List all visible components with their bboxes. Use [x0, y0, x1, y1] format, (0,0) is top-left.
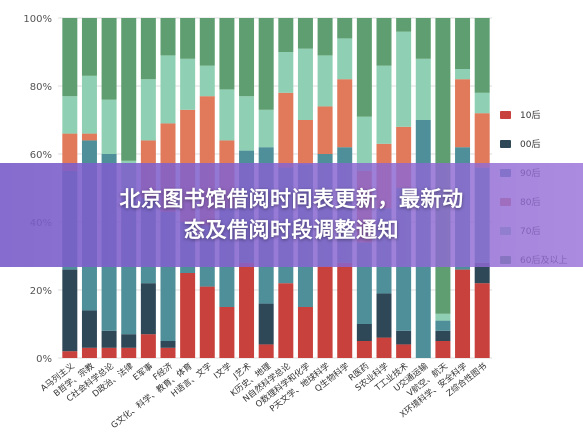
bar-segment [62, 96, 78, 134]
bar-segment [101, 18, 117, 100]
bar-segment [258, 109, 274, 148]
bar-segment [435, 313, 451, 321]
y-tick-label: 0% [36, 354, 52, 365]
bar-segment [101, 330, 117, 348]
banner-title-line-1: 北京图书馆借阅时间表更新，最新动 [119, 187, 464, 211]
bar-segment [219, 89, 235, 141]
bar-segment [396, 330, 412, 345]
bar-segment [81, 18, 97, 76]
bar-segment [278, 52, 294, 93]
y-tick-label: 20% [30, 286, 52, 297]
bar-segment [356, 18, 372, 117]
bar-segment [121, 347, 137, 358]
bar-segment [435, 341, 451, 358]
bar-segment [455, 79, 471, 148]
bar-segment [160, 55, 176, 124]
bar-segment [62, 133, 78, 171]
y-tick-label: 100% [23, 14, 52, 25]
bar-segment [356, 116, 372, 171]
bar-segment [239, 18, 255, 97]
x-tick-label: I文学 [212, 360, 235, 381]
bar-segment [101, 99, 117, 154]
bar-segment [278, 92, 294, 168]
bar-segment [140, 18, 156, 80]
bar-segment [199, 18, 215, 66]
bar-segment [101, 347, 117, 358]
bar-segment [376, 18, 392, 66]
bar-segment [455, 269, 471, 358]
bar-segment [297, 307, 313, 358]
bar-segment [278, 18, 294, 52]
bar-segment [455, 69, 471, 80]
bar-segment [180, 273, 196, 358]
bar-segment [317, 266, 333, 358]
bar-segment [317, 55, 333, 107]
bar-segment [199, 286, 215, 358]
bar-segment [415, 58, 431, 120]
bar-segment [474, 283, 490, 358]
bar-segment [337, 38, 353, 80]
bar-segment [356, 324, 372, 341]
bar-segment [81, 133, 97, 141]
y-tick-label: 60% [30, 150, 52, 161]
bar-segment [297, 48, 313, 120]
bar-segment [396, 31, 412, 127]
legend-swatch [500, 140, 511, 148]
bar-segment [415, 18, 431, 59]
bar-segment [337, 18, 353, 39]
bar-segment [278, 283, 294, 358]
bar-segment [62, 18, 78, 97]
bar-segment [297, 120, 313, 165]
bar-segment [337, 79, 353, 148]
bar-segment [396, 344, 412, 358]
y-tick-label: 80% [30, 82, 52, 93]
bar-segment [239, 262, 255, 358]
bar-segment [337, 262, 353, 358]
bar-segment [180, 18, 196, 59]
bar-segment [396, 18, 412, 32]
legend-label: 00后 [520, 139, 540, 150]
bar-segment [376, 65, 392, 144]
bar-segment [140, 334, 156, 358]
bar-segment [81, 347, 97, 358]
bar-segment [455, 18, 471, 69]
bar-segment [199, 65, 215, 97]
bar-segment [435, 330, 451, 341]
bar-segment [356, 341, 372, 358]
bar-segment [317, 106, 333, 154]
bar-segment [258, 344, 274, 358]
bar-segment [140, 283, 156, 335]
bar-segment [180, 58, 196, 110]
bar-segment [160, 341, 176, 348]
bar-segment [219, 18, 235, 90]
bar-segment [160, 18, 176, 56]
x-tick-label: E军事 [131, 360, 156, 383]
bar-segment [435, 320, 451, 331]
legend-label: 10后 [520, 110, 540, 121]
bar-segment [160, 347, 176, 358]
bar-segment [121, 334, 137, 348]
bar-segment [474, 18, 490, 93]
bar-segment [140, 79, 156, 141]
bar-segment [81, 75, 97, 134]
legend-swatch [500, 111, 511, 119]
bar-segment [62, 351, 78, 358]
bar-segment [258, 18, 274, 110]
bar-segment [219, 307, 235, 358]
bar-segment [121, 18, 137, 161]
bar-segment [239, 96, 255, 151]
banner-title-line-2: 态及借阅时段调整通知 [184, 218, 399, 242]
bar-segment [81, 310, 97, 348]
title-banner: 北京图书馆借阅时间表更新，最新动 态及借阅时段调整通知 [0, 163, 583, 267]
bar-segment [317, 18, 333, 56]
bar-segment [297, 18, 313, 49]
x-axis-ticks: A马列主义B哲学、宗教C社会科学总论D政治、法律E军事F经济G文化、科学、教育、… [39, 360, 490, 431]
bar-segment [474, 113, 490, 168]
bar-segment [474, 92, 490, 114]
bar-segment [258, 303, 274, 345]
bar-segment [62, 269, 78, 352]
bar-segment [376, 337, 392, 358]
bar-segment [376, 293, 392, 338]
bar-segment [474, 262, 490, 284]
